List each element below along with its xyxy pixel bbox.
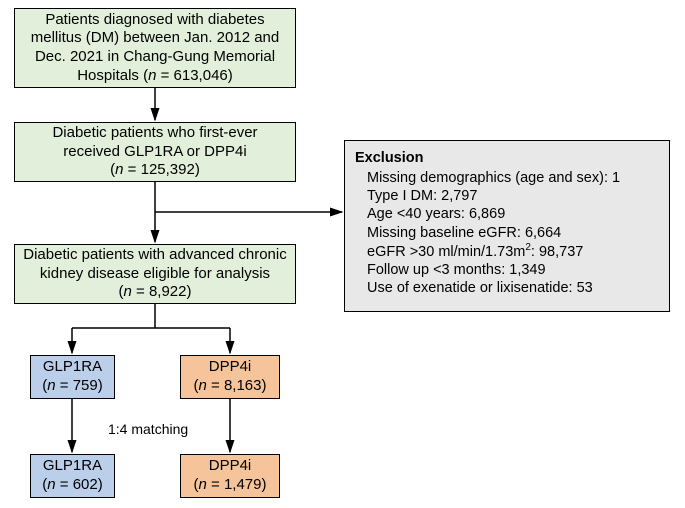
glp1ra-post-label: GLP1RA (43, 457, 102, 476)
exclusion-item-1: Type I DM: 2,797 (367, 187, 477, 205)
eligible-box: Diabetic patients with advanced chronic … (14, 244, 296, 304)
box3-n: 8,922 (149, 283, 187, 300)
glp1ra-pre-box: GLP1RA (n = 759) (30, 355, 115, 399)
exclusion-item-2: Age <40 years: 6,869 (367, 205, 505, 223)
exclusion-title: Exclusion (355, 149, 424, 167)
box3-line1: Diabetic patients with advanced chronic (23, 246, 286, 265)
exclusion-item-0: Missing demographics (age and sex): 1 (367, 169, 620, 187)
dpp4i-post-box: DPP4i (n = 1,479) (180, 454, 280, 498)
box1-line1: Patients diagnosed with diabetes (45, 11, 264, 30)
glp1ra-post-n: (n = 602) (42, 476, 102, 495)
box1-n: 613,046 (174, 67, 228, 84)
exclusion-item-4: eGFR >30 ml/min/1.73m2: 98,737 (367, 242, 583, 261)
first-treatment-box: Diabetic patients who first-ever receive… (14, 122, 296, 182)
cohort-source-box: Patients diagnosed with diabetes mellitu… (14, 8, 296, 88)
box2-line3: (n = 125,392) (110, 161, 200, 180)
dpp4i-post-label: DPP4i (209, 457, 252, 476)
box1-line3: Dec. 2021 in Chang-Gung Memorial (35, 48, 275, 67)
dpp4i-post-n: (n = 1,479) (194, 476, 267, 495)
glp1ra-pre-n: (n = 759) (42, 377, 102, 396)
box2-line2: received GLP1RA or DPP4i (63, 143, 246, 162)
box1-line4: Hospitals (n = 613,046) (77, 67, 233, 86)
exclusion-box: Exclusion Missing demographics (age and … (344, 140, 670, 312)
exclusion-item-3: Missing baseline eGFR: 6,664 (367, 224, 561, 242)
matching-label: 1:4 matching (108, 421, 188, 437)
glp1ra-post-box: GLP1RA (n = 602) (30, 454, 115, 498)
box3-line3: (n = 8,922) (119, 283, 192, 302)
exclusion-item-5: Follow up <3 months: 1,349 (367, 261, 546, 279)
box2-n: 125,392 (141, 161, 195, 178)
box2-line1: Diabetic patients who first-ever (52, 124, 257, 143)
glp1ra-pre-label: GLP1RA (43, 358, 102, 377)
dpp4i-pre-label: DPP4i (209, 358, 252, 377)
dpp4i-pre-box: DPP4i (n = 8,163) (180, 355, 280, 399)
exclusion-item-6: Use of exenatide or lixisenatide: 53 (367, 279, 593, 297)
box1-line2: mellitus (DM) between Jan. 2012 and (31, 29, 279, 48)
dpp4i-pre-n: (n = 8,163) (194, 377, 267, 396)
box3-line2: kidney disease eligible for analysis (40, 265, 270, 284)
